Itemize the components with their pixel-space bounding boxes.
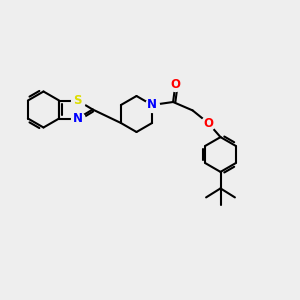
Text: S: S: [74, 94, 82, 107]
Text: N: N: [147, 98, 157, 112]
Text: N: N: [73, 112, 83, 125]
Text: O: O: [170, 77, 181, 91]
Text: O: O: [203, 116, 213, 130]
